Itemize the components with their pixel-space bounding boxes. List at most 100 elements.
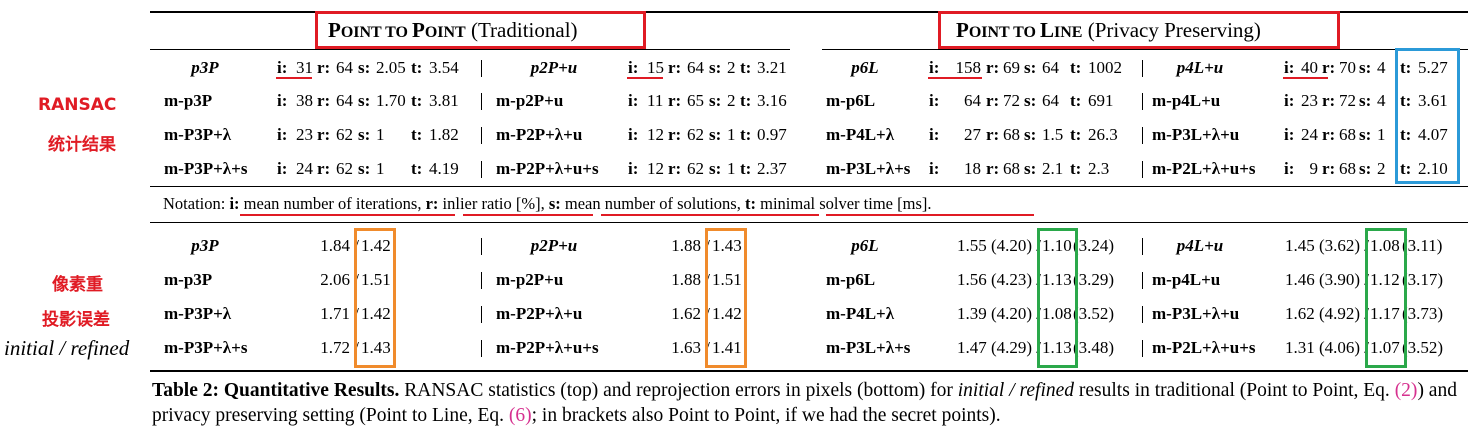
stat-label-r: r:	[1322, 58, 1336, 77]
reproj-p2l-initial-a: 1.55 (4.20) /	[956, 236, 1041, 255]
ransac-p2l-iterations-b: 23	[1301, 91, 1318, 110]
reproj-p2l-method-b: p4L+u	[1176, 236, 1224, 255]
ransac-p2l-method-b: p4L+u	[1176, 58, 1224, 77]
stat-label-r: r:	[986, 58, 1000, 77]
stat-label-i: i:	[277, 58, 288, 77]
reproj-p2l-p2p-error-a: (3.24)	[1073, 236, 1115, 255]
column-separator	[1142, 60, 1143, 77]
stat-label-i: i:	[628, 125, 639, 144]
reproj-p2p-refined-b: 1.43	[712, 236, 742, 255]
header-right-highlight-box	[938, 11, 1340, 49]
reproj-p2p-initial-b: 1.88 /	[671, 236, 710, 255]
stat-label-t: t:	[411, 91, 423, 110]
caption-label: Table 2: Quantitative Results.	[152, 380, 400, 401]
refined-error-box-p2p-col1	[354, 228, 396, 368]
iterations-underline-p3p	[276, 77, 312, 79]
ransac-p2l-iterations-b: 24	[1301, 125, 1318, 144]
ransac-p2p-iterations-a: 24	[296, 159, 313, 178]
reproj-p2l-p2p-error-b: (3.52)	[1402, 338, 1444, 357]
stat-label-t: t:	[1400, 58, 1412, 77]
ransac-p2l-method-b: m-p4L+u	[1152, 91, 1221, 110]
ransac-p2p-inlier-b: 62	[687, 159, 704, 178]
ransac-p2p-time-a: 3.81	[429, 91, 459, 110]
stat-label-r: r:	[317, 58, 331, 77]
header-left-highlight-box	[315, 11, 646, 49]
equation-ref-2[interactable]: (2)	[1394, 380, 1418, 401]
reproj-p2l-refined-a: 1.13	[1042, 270, 1072, 289]
ransac-p2p-time-a: 1.82	[429, 125, 459, 144]
column-separator	[481, 306, 482, 323]
ransac-p2p-method-a: m-P3P+λ+s	[164, 159, 248, 178]
stat-label-r: r:	[317, 159, 331, 178]
ransac-p2l-time-b: 5.27	[1418, 58, 1448, 77]
iterations-underline-p2p-u	[627, 77, 663, 79]
side-label-reprojection: 像素重	[52, 275, 103, 295]
column-separator	[1142, 272, 1143, 289]
reproj-p2l-method-b: m-P2L+λ+u+s	[1152, 338, 1256, 357]
reproj-p2p-refined-a: 1.42	[361, 304, 391, 323]
reproj-p2l-p2p-error-a: (3.48)	[1073, 338, 1115, 357]
ransac-p2p-iterations-b: 15	[647, 58, 664, 77]
ransac-p2l-method-b: m-P2L+λ+u+s	[1152, 159, 1256, 178]
reproj-p2l-initial-a: 1.56 (4.23) /	[956, 270, 1041, 289]
stat-label-s: s:	[358, 91, 371, 110]
ransac-p2p-method-a: m-p3P	[164, 91, 213, 110]
ransac-p2p-solutions-a: 1.70	[376, 91, 406, 110]
ransac-p2l-solutions-a: 1.5	[1042, 125, 1064, 144]
reproj-p2l-initial-b: 1.46 (3.90) /	[1284, 270, 1369, 289]
ransac-p2l-inlier-b: 70	[1339, 58, 1356, 77]
ransac-p2l-solutions-b: 4	[1377, 58, 1386, 77]
ransac-p2p-method-b: m-p2P+u	[496, 91, 564, 110]
header-point-to-line: POINT TO LINE (Privacy Preserving)	[956, 18, 1261, 42]
reproj-p2p-method-a: p3P	[191, 236, 219, 255]
reproj-p2l-refined-b: 1.17	[1370, 304, 1400, 323]
stat-label-s: s:	[1359, 125, 1372, 144]
header-rule-right	[822, 49, 1468, 50]
reproj-p2l-initial-a: 1.47 (4.29) /	[956, 338, 1041, 357]
stat-label-r: r:	[668, 125, 682, 144]
stat-label-r: r:	[317, 91, 331, 110]
reproj-p2p-method-b: m-P2P+λ+u+s	[496, 338, 599, 357]
ransac-p2p-method-a: p3P	[191, 58, 219, 77]
ransac-p2l-solutions-a: 64	[1042, 58, 1059, 77]
ransac-p2l-inlier-b: 72	[1339, 91, 1356, 110]
stat-label-i: i:	[1284, 91, 1295, 110]
notation-underline-i	[240, 214, 455, 216]
column-separator	[1142, 93, 1143, 110]
stat-label-s: s:	[1024, 58, 1037, 77]
reproj-p2l-refined-a: 1.10	[1042, 236, 1072, 255]
ransac-p2l-inlier-b: 68	[1339, 125, 1356, 144]
ransac-p2l-time-a: 691	[1088, 91, 1114, 110]
iterations-underline-p4l-u	[1283, 77, 1328, 79]
reproj-p2l-p2p-error-a: (3.29)	[1073, 270, 1115, 289]
top-rule	[150, 11, 1468, 13]
stat-label-r: r:	[668, 58, 682, 77]
ransac-p2p-inlier-a: 62	[336, 159, 353, 178]
stat-label-t: t:	[1400, 125, 1412, 144]
ransac-p2l-iterations-a: 18	[964, 159, 981, 178]
column-separator	[481, 161, 482, 178]
stat-label-s: s:	[709, 159, 722, 178]
ransac-p2p-inlier-b: 65	[687, 91, 704, 110]
stat-label-s: s:	[358, 125, 371, 144]
stat-label-t: t:	[1070, 58, 1082, 77]
stat-label-i: i:	[628, 159, 639, 178]
ransac-p2p-time-b: 3.16	[757, 91, 787, 110]
reproj-p2p-method-a: m-P3P+λ+s	[164, 338, 248, 357]
column-separator	[481, 272, 482, 289]
ransac-p2p-method-b: m-P2P+λ+u+s	[496, 159, 599, 178]
equation-ref-6[interactable]: (6)	[508, 405, 532, 426]
ransac-p2p-solutions-a: 1	[376, 159, 385, 178]
column-separator	[481, 93, 482, 110]
stat-label-i: i:	[628, 58, 639, 77]
ransac-p2l-method-a: m-P3L+λ+s	[826, 159, 911, 178]
notation-bottom-rule	[150, 222, 1468, 223]
reproj-p2p-refined-b: 1.41	[712, 338, 742, 357]
stat-label-r: r:	[1322, 159, 1336, 178]
ransac-p2l-inlier-a: 72	[1003, 91, 1020, 110]
reproj-p2l-initial-b: 1.45 (3.62) /	[1284, 236, 1369, 255]
column-separator	[481, 127, 482, 144]
table-caption: Table 2: Quantitative Results. RANSAC st…	[152, 380, 1457, 426]
ransac-p2p-iterations-b: 12	[647, 159, 664, 178]
stat-label-s: s:	[1359, 91, 1372, 110]
